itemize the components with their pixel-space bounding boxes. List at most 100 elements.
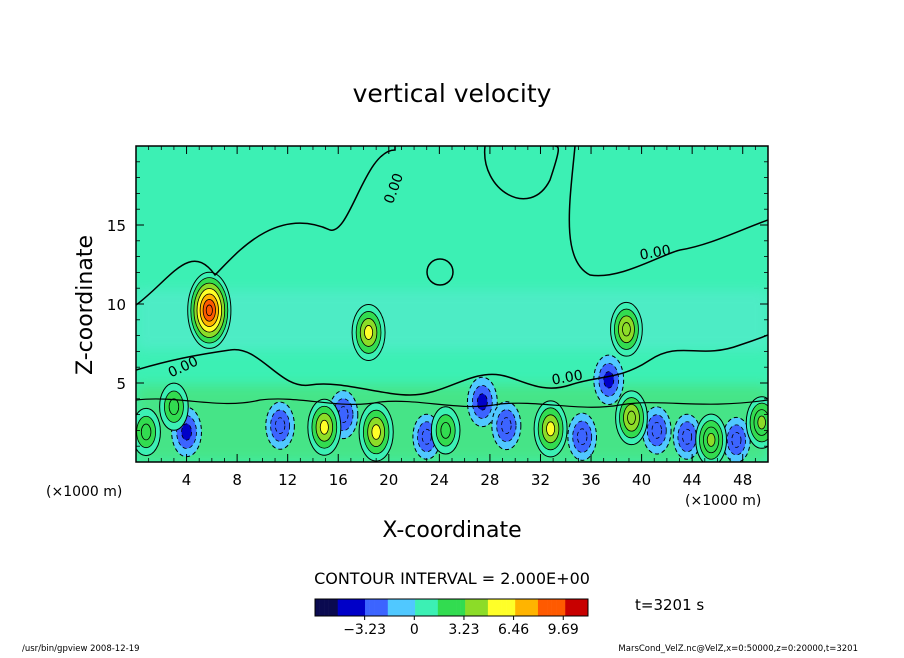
downdraft-core-level — [274, 417, 286, 434]
colorbar-ticks: −3.23 0 3.23 6.46 9.69 — [343, 616, 579, 638]
y-axis: 5 10 15 — [107, 161, 768, 447]
updraft-core-level — [140, 423, 152, 441]
colorbar-swatch — [428, 599, 434, 616]
downdraft-core-level — [682, 428, 693, 445]
zero-contour-base — [136, 398, 768, 408]
downdraft-core — [672, 413, 702, 460]
colorbar-swatch — [556, 599, 561, 616]
x-tick-label: 48 — [733, 471, 752, 489]
colorbar-swatch — [497, 599, 502, 616]
x-tick-label: 12 — [278, 471, 297, 489]
downdraft-core-level — [181, 423, 192, 441]
colorbar-swatch — [483, 599, 489, 616]
updraft-core-level — [364, 325, 374, 340]
y-tick-label: 15 — [107, 217, 126, 235]
x-tick-label: 36 — [581, 471, 600, 489]
updraft-core — [695, 413, 728, 462]
colorbar-swatch — [346, 599, 352, 616]
contour-interval-label: CONTOUR INTERVAL = 2.000E+00 — [314, 569, 590, 588]
updraft-core-level — [440, 422, 451, 439]
zero-contour-ring — [426, 258, 454, 286]
y-axis-label: Z-coordinate — [73, 235, 98, 375]
updraft-core — [358, 402, 394, 462]
colorbar-swatch — [419, 599, 425, 616]
colorbar-swatch — [519, 599, 525, 616]
colorbar-swatch — [569, 599, 575, 616]
colorbar-swatch — [355, 599, 361, 616]
colorbar-swatch — [319, 599, 325, 616]
colorbar-swatch — [383, 599, 389, 616]
updraft-core — [159, 382, 189, 431]
updraft-core — [610, 301, 643, 357]
colorbar-swatch — [574, 599, 580, 616]
downdraft-core — [265, 401, 295, 450]
colorbar-swatch — [342, 599, 348, 616]
downdraft-core — [722, 416, 751, 462]
colorbar-swatch — [578, 599, 584, 616]
downdraft-core-level — [651, 422, 662, 439]
zero-contour-right — [484, 146, 768, 277]
colorbar-swatch — [460, 599, 466, 616]
updraft-core — [136, 407, 161, 457]
updraft-core-level — [546, 421, 556, 437]
colorbar-tick-label: 3.23 — [448, 622, 479, 638]
downdraft-core — [593, 354, 625, 406]
updraft-core — [533, 400, 568, 458]
y-tick-label: 10 — [107, 296, 126, 314]
updraft-core — [307, 398, 342, 456]
colorbar-swatch — [451, 599, 457, 616]
x-tick-label: 16 — [329, 471, 348, 489]
colorbar-swatch — [542, 599, 548, 616]
downdraft-core — [491, 401, 522, 451]
updraft-core-level — [627, 410, 636, 425]
colorbar-tick-label: 6.46 — [498, 622, 529, 638]
colorbar-swatch — [392, 599, 398, 616]
downdraft-core — [641, 406, 672, 455]
x-tick-label: 32 — [531, 471, 550, 489]
colorbar-swatch — [365, 599, 370, 616]
colorbar-tick-label: −3.23 — [343, 622, 386, 638]
colorbar-swatch — [506, 599, 511, 616]
x-tick-label: 4 — [182, 471, 192, 489]
colorbar-swatch — [528, 599, 534, 616]
colorbar-swatch — [533, 599, 539, 616]
updraft-core — [615, 390, 648, 446]
downdraft-core-level — [576, 428, 588, 446]
colorbar-swatch — [551, 599, 557, 616]
colorbar-swatch — [560, 599, 566, 616]
updraft-core-level — [757, 415, 766, 430]
colorbar-swatch — [378, 599, 384, 616]
updraft-core-level — [371, 424, 381, 440]
colorbar-swatch — [324, 599, 329, 616]
colorbar-swatch — [406, 599, 411, 616]
colorbar-swatch — [456, 599, 461, 616]
downdraft-core-level — [338, 406, 349, 424]
downdraft-core-level — [603, 371, 615, 389]
zero-contour-upper — [136, 146, 396, 306]
colorbar-swatch — [437, 599, 443, 616]
downdraft-core-level — [501, 417, 512, 435]
colorbar-swatch — [442, 599, 448, 616]
plot-area: 0.00 0.00 0.00 0.00 — [135, 145, 769, 463]
time-label: t=3201 s — [635, 596, 704, 614]
x-unit-right: (×1000 m) — [685, 493, 761, 509]
colorbar-swatch — [369, 599, 375, 616]
downdraft-core — [567, 412, 597, 461]
updraft-core — [430, 406, 461, 455]
colorbar-swatch — [474, 599, 480, 616]
colorbar — [315, 599, 589, 616]
footer-left: /usr/bin/gpview 2008-12-19 — [22, 644, 140, 654]
colorbar-swatch — [537, 599, 543, 616]
colorbar-swatch — [337, 599, 343, 616]
updraft-core — [351, 303, 386, 361]
updraft-core-level — [622, 322, 631, 337]
colorbar-swatch — [374, 599, 379, 616]
updraft-core-level — [205, 304, 213, 317]
colorbar-swatch — [401, 599, 407, 616]
downdraft-core — [466, 376, 498, 428]
x-tick-label: 20 — [379, 471, 398, 489]
colorbar-swatch — [315, 599, 320, 616]
colorbar-swatch — [333, 599, 339, 616]
updraft-core — [187, 271, 232, 349]
